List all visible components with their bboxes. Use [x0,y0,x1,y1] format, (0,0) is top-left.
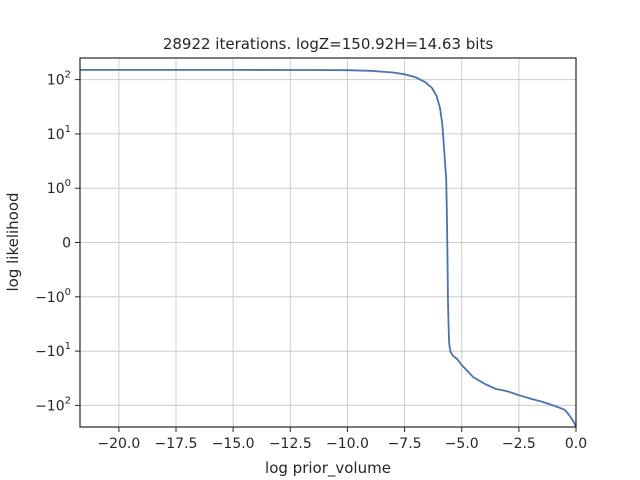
x-tick-label: −15.0 [212,436,255,452]
x-tick-label: −12.5 [269,436,312,452]
x-axis-label: log prior_volume [265,459,391,478]
x-tick-label: 0.0 [565,436,587,452]
y-tick-label: −100 [35,287,71,306]
chart-title: 28922 iterations. logZ=150.92H=14.63 bit… [163,35,494,53]
y-tick-label-exponent: 2 [65,70,71,81]
y-tick-label-exponent: 1 [65,341,71,352]
y-tick-label-exponent: 2 [65,395,71,406]
y-tick-label-base: 10 [47,181,65,197]
y-tick-label-base: −10 [35,344,65,360]
y-tick-label-exponent: 1 [65,124,71,135]
x-tick-label: −7.5 [388,436,422,452]
y-tick-label: 102 [47,70,71,89]
y-tick-label-base: −10 [35,398,65,414]
y-tick-label-exponent: 0 [65,287,71,298]
y-tick-label: 101 [47,124,71,143]
x-tick-label: −5.0 [445,436,479,452]
y-tick-label-base: 10 [47,127,65,143]
x-axis-ticks: −20.0 −17.5 −15.0 −12.5 −10.0 −7.5 −5.0 −2.5 0.0 [97,427,587,452]
y-tick-label-base: −10 [35,290,65,306]
y-tick-label: 0 [62,236,71,252]
y-axis-label: log likelihood [4,192,22,291]
series-lines [80,69,577,428]
y-tick-label: 100 [47,178,71,197]
x-tick-label: −10.0 [326,436,369,452]
x-tick-label: −17.5 [155,436,198,452]
y-tick-label: −101 [35,341,71,360]
x-tick-label: −2.5 [502,436,536,452]
y-tick-label-base: 10 [47,73,65,89]
x-tick-label: −20.0 [97,436,140,452]
y-tick-label-exponent: 0 [65,178,71,189]
y-tick-label: −102 [35,395,71,414]
series-line [80,69,577,428]
y-tick-label-base: 0 [62,236,71,252]
